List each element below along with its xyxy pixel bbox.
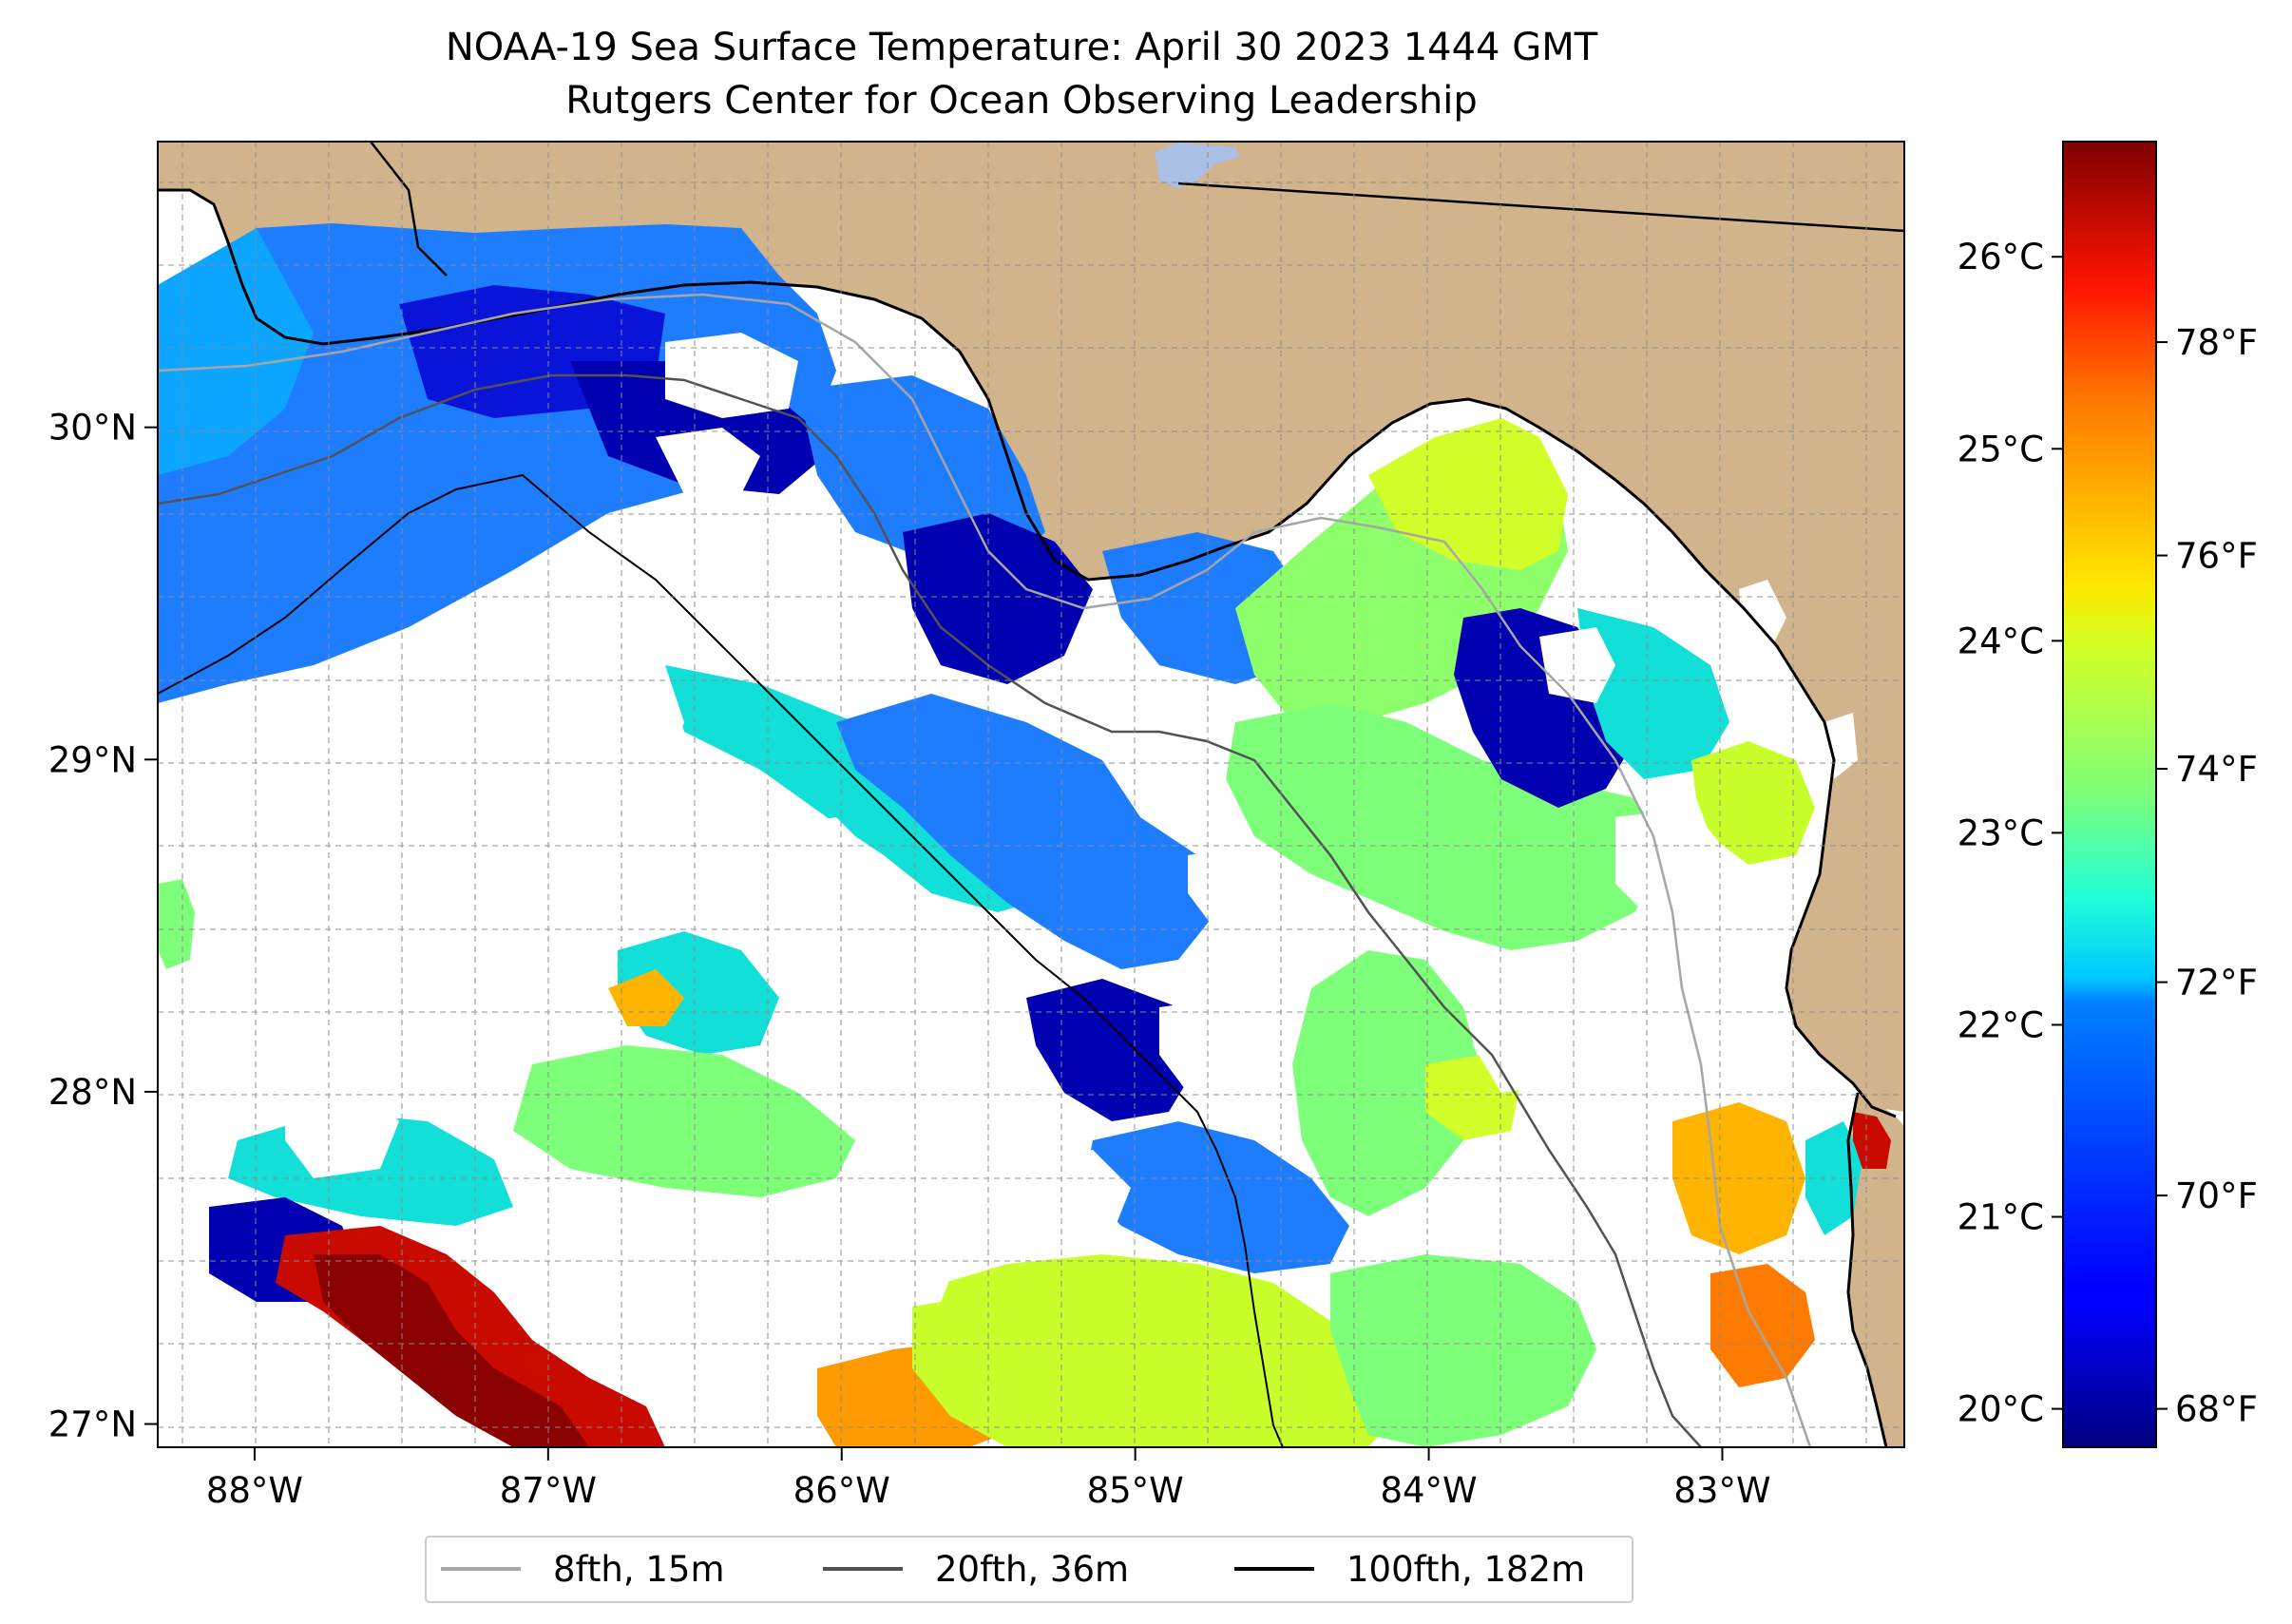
cbar-c-label-2: 22°C (1958, 1004, 2044, 1045)
state-boundary-west (370, 142, 448, 277)
no-data-regions (158, 333, 1858, 1311)
isobath-8fth (158, 293, 1812, 1447)
map-panel (158, 142, 1904, 1447)
cbar-f-label-5: 78°F (2175, 322, 2258, 363)
map-frame (157, 141, 1905, 1448)
coastline-east (1054, 397, 1897, 1118)
lon-tick-label-5: 83°W (1673, 1470, 1770, 1511)
cbar-f-label-2: 72°F (2175, 963, 2258, 1003)
cbar-c-label-0: 20°C (1958, 1389, 2044, 1430)
chart-title-line1: NOAA-19 Sea Surface Temperature: April 3… (446, 26, 1598, 69)
lon-tick-label-0: 88°W (206, 1470, 303, 1511)
map-gridlines (158, 142, 1904, 1447)
cbar-f-label-4: 76°F (2175, 536, 2258, 577)
legend-box (425, 1536, 1633, 1603)
cbar-f-label-0: 68°F (2175, 1389, 2258, 1430)
colorbar-gradient (2062, 141, 2157, 1448)
cbar-f-label-1: 70°F (2175, 1175, 2258, 1216)
isobath-100fth (158, 473, 1284, 1447)
lon-tick-label-2: 86°W (793, 1470, 890, 1511)
legend-label-8fth: 8fth, 15m (553, 1549, 725, 1590)
land-south-peninsula (1848, 1093, 1904, 1447)
cbar-c-label-6: 26°C (1958, 237, 2044, 277)
colorbar-celsius-axis: 20°C 21°C 22°C 23°C 24°C 25°C 26°C (1958, 237, 2063, 1430)
land-north (158, 142, 1904, 1112)
lat-tick-label-2: 29°N (48, 739, 137, 780)
legend-label-20fth: 20fth, 36m (935, 1549, 1129, 1590)
coastline-peninsula (1846, 1092, 1888, 1447)
lat-tick-label-1: 28°N (48, 1072, 137, 1113)
legend-label-100fth: 100fth, 182m (1347, 1549, 1585, 1590)
cbar-f-label-3: 74°F (2175, 749, 2258, 790)
lon-tick-label-4: 84°W (1380, 1470, 1477, 1511)
cbar-c-label-4: 24°C (1958, 621, 2044, 661)
chart-title-line2: Rutgers Center for Ocean Observing Leade… (565, 79, 1478, 123)
lon-tick-label-1: 87°W (500, 1470, 597, 1511)
colorbar-fahrenheit-axis: 68°F 70°F 72°F 74°F 76°F 78°F (2156, 322, 2258, 1430)
cbar-c-label-1: 21°C (1958, 1197, 2044, 1238)
longitude-axis: 88°W 87°W 86°W 85°W 84°W 83°W (206, 1447, 1771, 1511)
latitude-axis: 27°N 28°N 29°N 30°N (48, 408, 158, 1445)
lat-tick-label-3: 30°N (48, 408, 137, 449)
legend: 8fth, 15m 20fth, 36m 100fth, 182m (425, 1536, 1633, 1603)
lon-tick-label-3: 85°W (1087, 1470, 1184, 1511)
isobath-20fth (158, 373, 1702, 1447)
lake (1155, 143, 1240, 188)
lat-tick-label-0: 27°N (48, 1404, 137, 1445)
cbar-c-label-3: 23°C (1958, 812, 2044, 853)
state-boundary (1177, 182, 1904, 233)
cbar-c-label-5: 25°C (1958, 429, 2044, 469)
